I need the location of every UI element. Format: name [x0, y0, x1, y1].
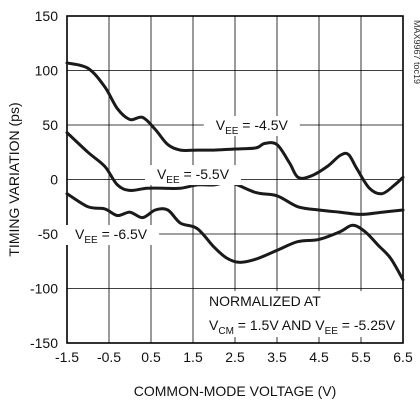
annotation-conditions-mid: = 1.5V AND V: [234, 317, 325, 333]
x-tick-label: 2.5: [225, 349, 245, 365]
annotation-conditions-end: = -5.25V: [338, 317, 396, 333]
series-labels: VEE = -4.5V VEE = -5.5V VEE = -6.5V: [63, 116, 300, 246]
x-tick-label: -1.5: [55, 349, 79, 365]
y-tick-label: 0: [50, 172, 58, 188]
x-axis-label: COMMON-MODE VOLTAGE (V): [134, 383, 336, 399]
x-tick-label: 6.5: [393, 349, 413, 365]
series-label: VEE = -4.5V: [216, 117, 289, 137]
series-line: [65, 61, 405, 196]
plot-frame: [66, 15, 404, 344]
x-tick-label: -0.5: [97, 349, 121, 365]
y-tick-label: -150: [30, 335, 58, 351]
annotation-normalized: NORMALIZED AT: [209, 293, 321, 309]
series-label-bg: [203, 116, 300, 136]
x-tick-label: 0.5: [141, 349, 161, 365]
x-tick-label: 1.5: [183, 349, 203, 365]
y-axis-label: TIMING VARIATION (ps): [6, 102, 22, 256]
y-tick-label: 150: [35, 8, 59, 24]
x-tick-label: 3.5: [267, 349, 287, 365]
annotation-conditions-v1: V: [209, 317, 219, 333]
y-tick-label: -100: [30, 281, 58, 297]
y-tick-label: 100: [35, 63, 59, 79]
series-label: VEE = -5.5V: [157, 166, 230, 186]
annotation-bg: [205, 291, 401, 337]
series-label-bg: [145, 165, 241, 186]
series-line: [65, 192, 405, 282]
x-tick-labels: -1.5 -0.5 0.5 1.5 2.5 3.5 4.5 5.5 6.5: [55, 349, 413, 365]
series-label: VEE = -6.5V: [75, 226, 148, 246]
annotation-conditions-sub2: EE: [325, 326, 339, 337]
watermark-code: MAX9967 toc19: [412, 20, 420, 84]
x-tick-label: 5.5: [351, 349, 371, 365]
annotation-conditions-sub1: CM: [218, 326, 234, 337]
y-tick-labels: 150 100 50 0 -50 -100 -150: [30, 8, 58, 351]
y-tick-label: 50: [42, 117, 58, 133]
annotation-conditions: VCM = 1.5V AND VEE = -5.25V: [209, 317, 396, 337]
y-tick-label: -50: [38, 226, 58, 242]
series-label-bg: [63, 225, 160, 245]
x-tick-label: 4.5: [309, 349, 329, 365]
